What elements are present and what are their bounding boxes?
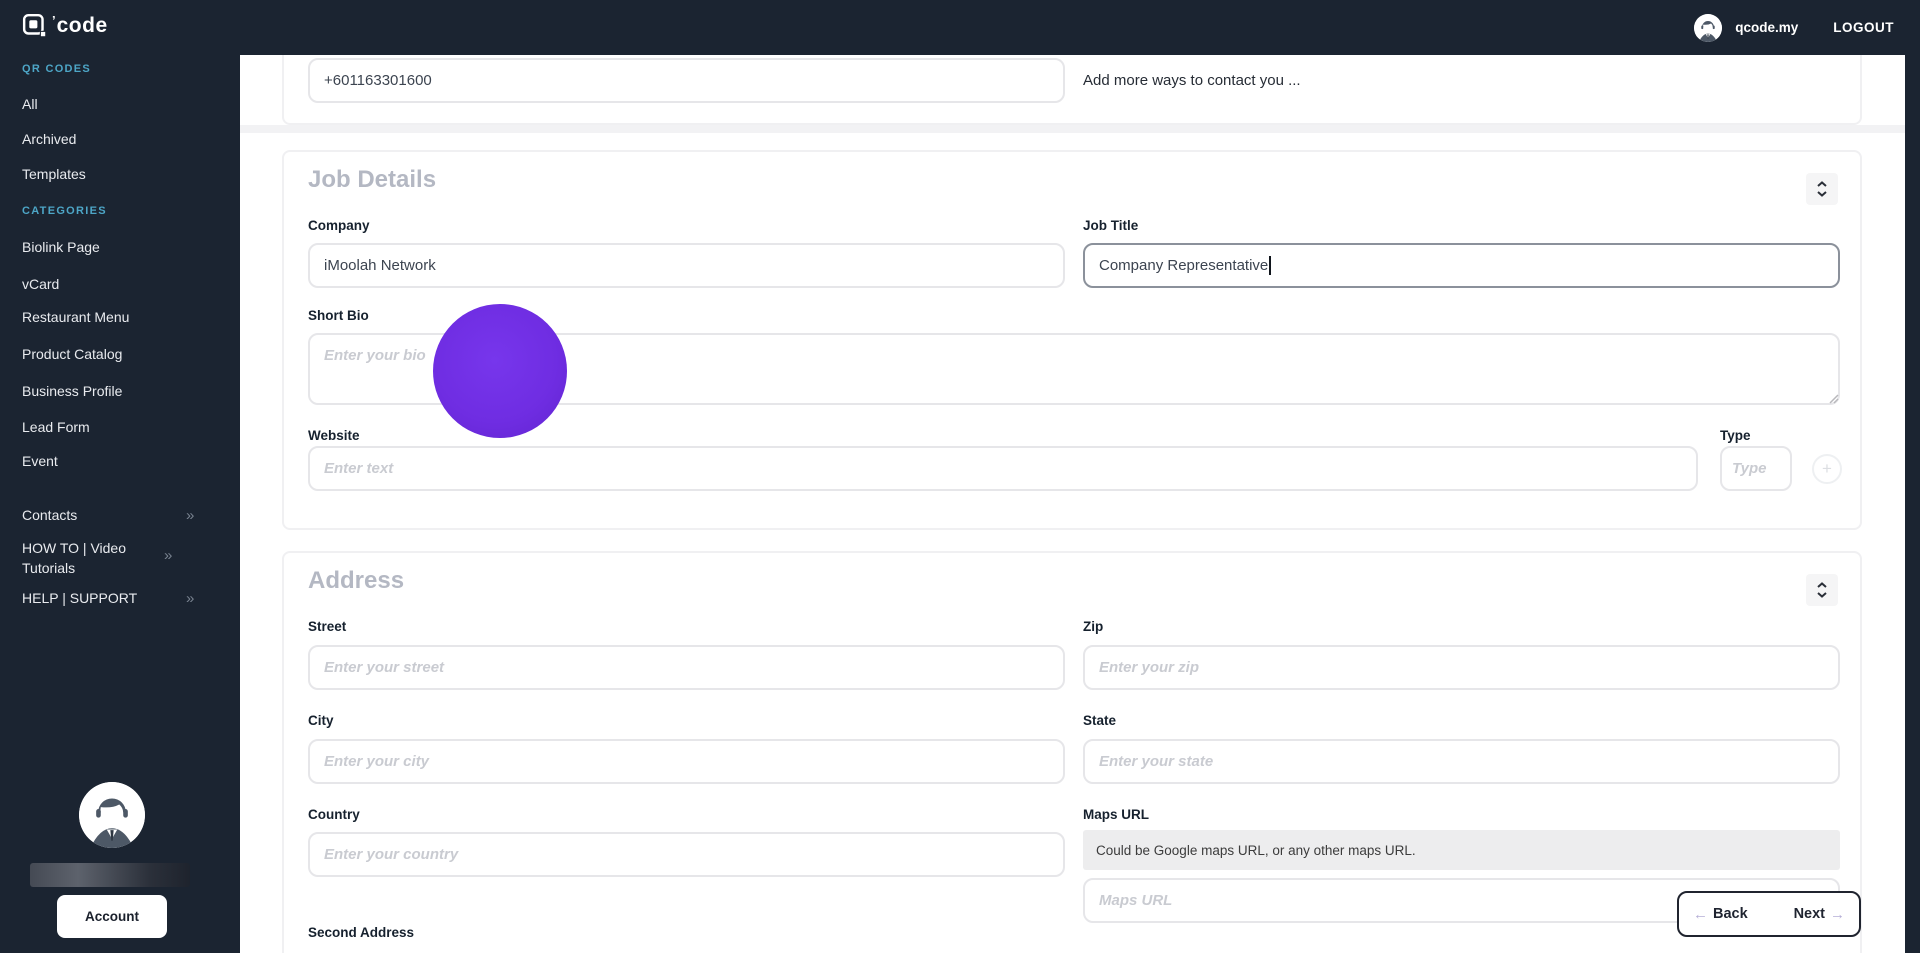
next-button[interactable]: Next → [1794, 906, 1845, 923]
reorder-section-button[interactable] [1806, 574, 1838, 606]
sidebar-item-label: Contacts [22, 507, 78, 523]
sidebar-item-how-to-video-tutorials[interactable]: HOW TO | Video Tutorials » [22, 538, 172, 579]
sidebar-item-label: HELP | SUPPORT [22, 590, 138, 606]
logo-accent-mark: ’ [52, 13, 56, 28]
sidebar-item-archived[interactable]: Archived [22, 131, 77, 147]
section-divider [240, 125, 1905, 133]
address-card: Address Street Zip City State Country Ma… [282, 551, 1862, 953]
user-avatar-small[interactable] [1694, 13, 1723, 42]
reorder-section-button[interactable] [1806, 173, 1838, 205]
address-title: Address [308, 567, 405, 594]
add-website-button[interactable]: + [1812, 454, 1842, 484]
person-avatar-icon [1694, 13, 1723, 42]
qr-logo-icon [22, 13, 46, 37]
country-label: Country [308, 807, 360, 822]
chevron-double-right-icon: » [164, 547, 173, 564]
sidebar-item-event[interactable]: Event [22, 453, 58, 469]
state-input[interactable] [1083, 739, 1840, 784]
logout-button[interactable]: LOGOUT [1833, 20, 1894, 35]
reorder-icon [1817, 181, 1827, 197]
company-input[interactable] [308, 243, 1065, 288]
sidebar-item-templates[interactable]: Templates [22, 166, 86, 182]
resize-handle-icon[interactable] [1827, 392, 1839, 404]
person-avatar-icon [79, 782, 145, 848]
city-input[interactable] [308, 739, 1065, 784]
job-title-label: Job Title [1083, 218, 1139, 233]
chevron-double-right-icon: » [186, 507, 195, 524]
company-label: Company [308, 218, 370, 233]
account-name[interactable]: qcode.my [1735, 20, 1799, 35]
sidebar-item-help-support[interactable]: HELP | SUPPORT » [22, 588, 200, 608]
arrow-right-icon: → [1830, 905, 1845, 923]
street-label: Street [308, 619, 347, 634]
sidebar-item-restaurant-menu[interactable]: Restaurant Menu [22, 309, 130, 325]
sidebar-item-biolink-page[interactable]: Biolink Page [22, 239, 100, 255]
contact-hint-text: Add more ways to contact you ... [1083, 72, 1301, 89]
type-label: Type [1720, 428, 1751, 443]
user-avatar [79, 782, 145, 848]
click-indicator-circle [433, 304, 567, 438]
maps-url-label: Maps URL [1083, 807, 1150, 822]
phone-input[interactable] [308, 58, 1065, 103]
sidebar-section-categories: CATEGORIES [22, 205, 107, 217]
scrollbar[interactable] [1905, 0, 1920, 953]
sidebar-item-product-catalog[interactable]: Product Catalog [22, 346, 123, 362]
back-button[interactable]: ← Back [1693, 906, 1748, 923]
job-title-value: Company Representative [1099, 257, 1269, 274]
zip-input[interactable] [1083, 645, 1840, 690]
back-label: Back [1713, 906, 1748, 922]
sidebar: QR CODES All Archived Templates CATEGORI… [0, 0, 240, 953]
text-caret [1269, 256, 1271, 275]
sidebar-item-lead-form[interactable]: Lead Form [22, 419, 90, 435]
top-navbar: ’ code qcode.my LOGOUT [0, 0, 1920, 55]
type-input[interactable] [1720, 446, 1792, 491]
website-input[interactable] [308, 446, 1698, 491]
zip-label: Zip [1083, 619, 1104, 634]
country-input[interactable] [308, 832, 1065, 877]
app-logo[interactable]: ’ code [22, 13, 108, 40]
wizard-nav-bar: ← Back Next → [1677, 891, 1861, 937]
chevron-double-right-icon: » [186, 590, 195, 607]
sidebar-item-label: HOW TO | Video Tutorials [22, 540, 127, 577]
contact-card: Add more ways to contact you ... [282, 55, 1862, 125]
arrow-left-icon: ← [1693, 905, 1708, 923]
website-label: Website [308, 428, 360, 443]
second-address-label: Second Address [308, 925, 415, 940]
state-label: State [1083, 713, 1117, 728]
sidebar-item-all[interactable]: All [22, 96, 38, 112]
sidebar-section-qr-codes: QR CODES [22, 63, 92, 75]
job-title-input[interactable]: Company Representative [1083, 243, 1840, 288]
sidebar-item-contacts[interactable]: Contacts » [22, 505, 200, 525]
maps-url-note: Could be Google maps URL, or any other m… [1083, 830, 1840, 870]
sidebar-item-vcard[interactable]: vCard [22, 276, 60, 292]
job-details-card: Job Details Company Job Title Company Re… [282, 150, 1862, 530]
short-bio-label: Short Bio [308, 308, 369, 323]
account-button[interactable]: Account [57, 895, 167, 938]
street-input[interactable] [308, 645, 1065, 690]
next-label: Next [1793, 906, 1825, 922]
logo-text: code [56, 14, 108, 37]
job-details-title: Job Details [308, 166, 437, 193]
main-content: Add more ways to contact you ... Job Det… [240, 55, 1905, 953]
city-label: City [308, 713, 334, 728]
sidebar-item-business-profile[interactable]: Business Profile [22, 383, 123, 399]
account-loading-bar [30, 863, 190, 887]
reorder-icon [1817, 582, 1827, 598]
